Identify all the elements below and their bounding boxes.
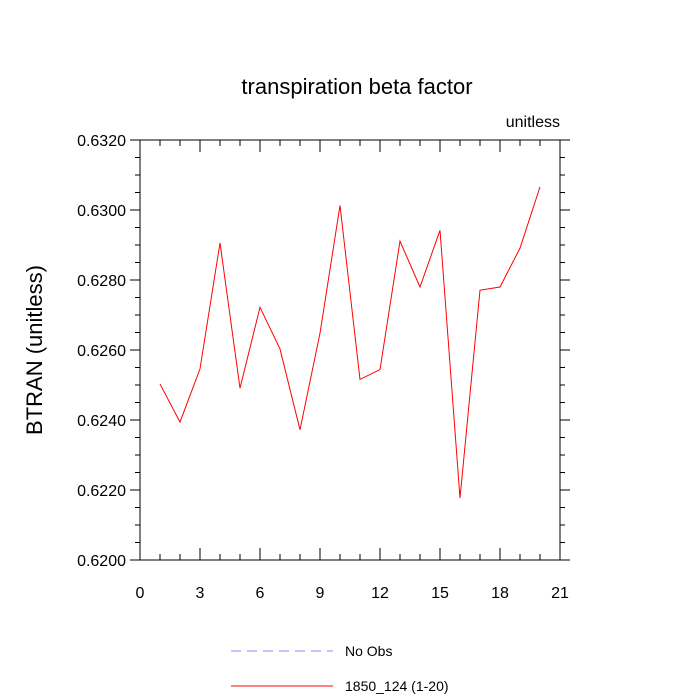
x-tick-label: 0	[136, 585, 145, 602]
y-tick-label: 0.6260	[77, 343, 126, 360]
x-tick-label: 12	[371, 585, 389, 602]
axis-tick-labels: 0 3 6 9 12 15 18 21 0.6200 0.6220 0.6240 0.6260 0.62…	[77, 133, 569, 602]
axis-ticks	[130, 139, 570, 561]
legend-label: No Obs	[345, 643, 392, 659]
x-tick-label: 9	[316, 585, 325, 602]
units-label: unitless	[506, 114, 560, 131]
y-tick-label: 0.6280	[77, 273, 126, 290]
series-line	[159, 186, 541, 499]
y-tick-label: 0.6220	[77, 483, 126, 500]
y-tick-label: 0.6200	[77, 553, 126, 570]
y-axis-label: BTRAN (unitless)	[22, 265, 47, 435]
x-tick-label: 18	[491, 585, 509, 602]
y-tick-label: 0.6300	[77, 203, 126, 220]
series-layer	[159, 186, 541, 499]
y-tick-label: 0.6240	[77, 413, 126, 430]
chart-title: transpiration beta factor	[241, 74, 472, 99]
x-tick-label: 15	[431, 585, 449, 602]
x-tick-label: 21	[551, 585, 569, 602]
x-tick-label: 3	[196, 585, 205, 602]
legend-label: 1850_124 (1-20)	[345, 678, 449, 694]
y-tick-label: 0.6320	[77, 133, 126, 150]
x-tick-label: 6	[256, 585, 265, 602]
legend: No Obs 1850_124 (1-20)	[231, 643, 449, 694]
